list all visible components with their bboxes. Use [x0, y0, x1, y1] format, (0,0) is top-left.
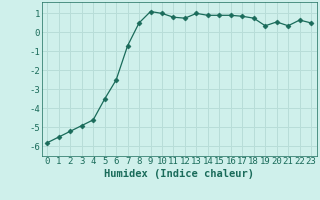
X-axis label: Humidex (Indice chaleur): Humidex (Indice chaleur) [104, 169, 254, 179]
